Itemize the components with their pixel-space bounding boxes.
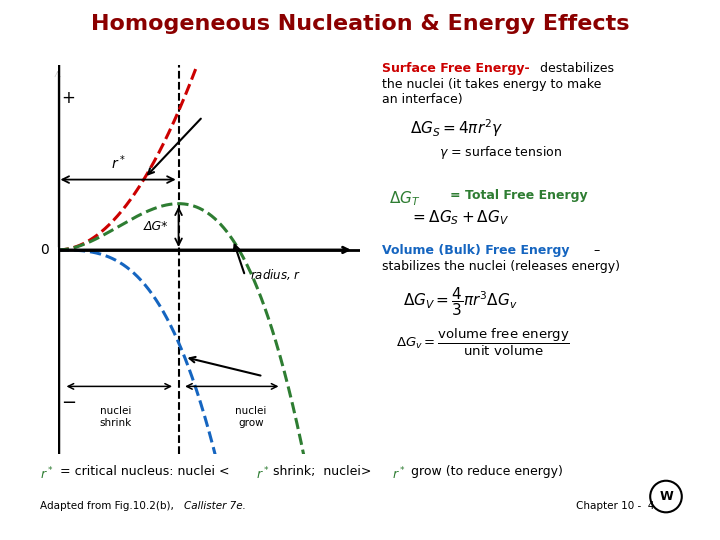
Text: Volume (Bulk) Free Energy: Volume (Bulk) Free Energy [382, 244, 569, 257]
Text: $\Delta G_V = \dfrac{4}{3}\pi r^3 \Delta G_v$: $\Delta G_V = \dfrac{4}{3}\pi r^3 \Delta… [403, 285, 518, 318]
Text: an interface): an interface) [382, 93, 462, 106]
Text: = Total Free Energy: = Total Free Energy [450, 189, 588, 202]
Text: nuclei
grow: nuclei grow [235, 406, 267, 428]
Text: $\Delta G_T$: $\Delta G_T$ [389, 189, 420, 208]
Text: Homogeneous Nucleation & Energy Effects: Homogeneous Nucleation & Energy Effects [91, 14, 629, 33]
Text: radius, $r$: radius, $r$ [250, 267, 301, 281]
Text: $\Delta G_S = 4\pi r^2 \gamma$: $\Delta G_S = 4\pi r^2 \gamma$ [410, 117, 503, 139]
Text: Adapted from Fig.10.2(b),: Adapted from Fig.10.2(b), [40, 501, 176, 511]
Text: +: + [61, 89, 75, 107]
Text: $\gamma$ = surface tension: $\gamma$ = surface tension [439, 144, 562, 161]
Text: the nuclei (it takes energy to make: the nuclei (it takes energy to make [382, 78, 601, 91]
Text: shrink;  nuclei>: shrink; nuclei> [269, 465, 372, 478]
Text: $r^*$: $r^*$ [111, 153, 125, 172]
Text: Callister 7e.: Callister 7e. [184, 501, 246, 511]
Text: 0: 0 [40, 243, 49, 257]
Text: $r^*$: $r^*$ [256, 465, 269, 482]
Text: $= \Delta G_S + \Delta G_V$: $= \Delta G_S + \Delta G_V$ [410, 208, 510, 227]
Text: ΔG*: ΔG* [143, 220, 168, 233]
Text: stabilizes the nuclei (releases energy): stabilizes the nuclei (releases energy) [382, 260, 620, 273]
Text: grow (to reduce energy): grow (to reduce energy) [407, 465, 562, 478]
Text: nuclei
shrink: nuclei shrink [99, 406, 132, 428]
Text: = critical nucleus: nuclei <: = critical nucleus: nuclei < [60, 465, 233, 478]
Text: $r^*$: $r^*$ [40, 465, 53, 482]
Text: $\Delta G_v = \dfrac{\mathrm{volume\ free\ energy}}{\mathrm{unit\ volume}}$: $\Delta G_v = \dfrac{\mathrm{volume\ fre… [396, 327, 570, 358]
Text: Surface Free Energy-: Surface Free Energy- [382, 62, 529, 75]
Text: Chapter 10 -  4: Chapter 10 - 4 [576, 501, 654, 511]
Text: destabilizes: destabilizes [536, 62, 614, 75]
Text: $r^*$: $r^*$ [392, 465, 406, 482]
Text: −: − [61, 394, 76, 411]
Text: –: – [590, 244, 600, 257]
Text: W: W [659, 490, 673, 503]
